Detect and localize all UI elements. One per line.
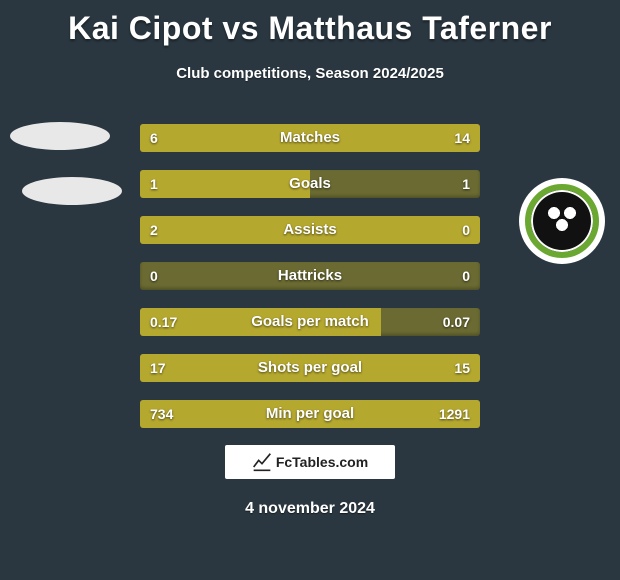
player-right-club-badge: [519, 178, 605, 264]
stat-label: Matches: [140, 124, 480, 152]
chart-line-icon: [252, 452, 272, 472]
player-left-badge-placeholder-2: [22, 177, 122, 205]
stat-value-right: 0.07: [443, 308, 470, 336]
soccer-ball-icon: [529, 188, 595, 254]
stat-label: Assists: [140, 216, 480, 244]
stat-row: 734Min per goal1291: [140, 400, 480, 428]
stat-row: 17Shots per goal15: [140, 354, 480, 382]
stat-label: Hattricks: [140, 262, 480, 290]
stat-value-right: 1: [462, 170, 470, 198]
stat-label: Goals: [140, 170, 480, 198]
fctables-logo[interactable]: FcTables.com: [225, 445, 395, 479]
player-left-badge-placeholder-1: [10, 122, 110, 150]
footer-date: 4 november 2024: [0, 500, 620, 518]
subtitle: Club competitions, Season 2024/2025: [0, 65, 620, 82]
stat-label: Shots per goal: [140, 354, 480, 382]
stat-label: Min per goal: [140, 400, 480, 428]
stat-row: 2Assists0: [140, 216, 480, 244]
stat-row: 0Hattricks0: [140, 262, 480, 290]
stat-row: 0.17Goals per match0.07: [140, 308, 480, 336]
stat-value-right: 1291: [439, 400, 470, 428]
stat-row: 6Matches14: [140, 124, 480, 152]
stat-value-right: 0: [462, 262, 470, 290]
stats-bars: 6Matches141Goals12Assists00Hattricks00.1…: [140, 124, 480, 446]
stat-value-right: 14: [454, 124, 470, 152]
stat-label: Goals per match: [140, 308, 480, 336]
stat-value-right: 15: [454, 354, 470, 382]
page-title: Kai Cipot vs Matthaus Taferner: [0, 0, 620, 47]
stat-row: 1Goals1: [140, 170, 480, 198]
footer-brand-text: FcTables.com: [276, 454, 368, 470]
stat-value-right: 0: [462, 216, 470, 244]
